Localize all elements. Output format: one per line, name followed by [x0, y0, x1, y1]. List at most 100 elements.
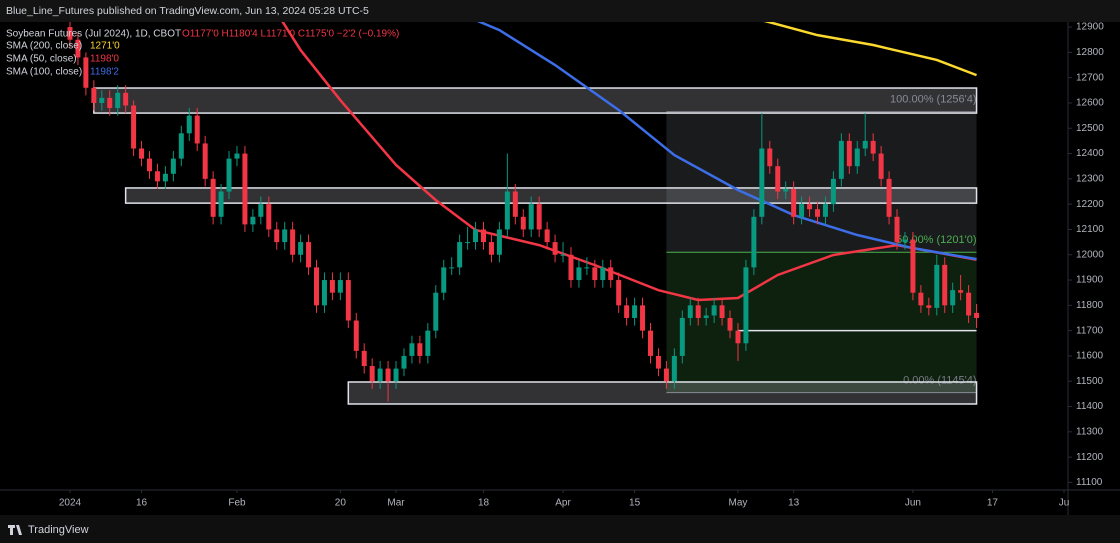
candle-body	[107, 97, 113, 109]
candle-body	[298, 242, 304, 255]
candle-body	[520, 216, 526, 230]
candle-body	[918, 292, 924, 306]
candle-body	[568, 254, 574, 281]
candle-body	[202, 143, 208, 179]
candle-body	[974, 312, 980, 318]
candle-body	[584, 267, 590, 269]
candle-body	[369, 366, 375, 382]
candle-body	[711, 305, 717, 316]
candle-body	[123, 92, 129, 106]
x-tick-label: 13	[788, 498, 800, 509]
y-tick-label: 12100	[1076, 224, 1104, 235]
symbol-title: Soybean Futures (Jul 2024), 1D, CBOT	[6, 29, 181, 40]
footer: TradingView	[28, 524, 89, 536]
x-tick-label: 16	[136, 498, 148, 509]
candle-body	[966, 292, 972, 316]
y-tick-label: 11400	[1076, 401, 1104, 412]
y-tick-label: 12600	[1076, 98, 1104, 109]
candle-body	[401, 355, 407, 369]
y-tick-label: 12800	[1076, 47, 1104, 58]
candle-body	[512, 191, 518, 217]
x-tick-label: 18	[478, 498, 490, 509]
candle-body	[250, 216, 256, 225]
candle-body	[306, 242, 312, 268]
candle-body	[870, 140, 876, 154]
x-tick-label: Mar	[387, 498, 405, 509]
candle-body	[329, 280, 335, 293]
y-tick-label: 11700	[1076, 325, 1104, 336]
y-tick-label: 11600	[1076, 351, 1104, 362]
fib-upper-zone	[666, 111, 977, 253]
candle-body	[266, 204, 272, 230]
candle-body	[99, 97, 105, 103]
footer-bar	[0, 515, 1120, 543]
legend-value: 1271'0	[90, 41, 120, 52]
candle-body	[576, 267, 582, 281]
y-tick-label: 12400	[1076, 148, 1104, 159]
candle-body	[608, 267, 614, 281]
candle-body	[433, 292, 439, 331]
legend-name: SMA (50, close)	[6, 54, 77, 65]
candle-body	[592, 267, 598, 281]
candle-body	[934, 264, 940, 308]
candle-body	[154, 171, 160, 182]
candle-body	[703, 315, 709, 318]
candle-body	[131, 105, 137, 149]
candle-body	[345, 280, 351, 321]
candle-body	[210, 178, 216, 217]
candle-body	[457, 242, 463, 268]
candle-body	[600, 267, 606, 281]
candle-body	[83, 57, 89, 88]
legend-name: SMA (100, close)	[6, 67, 82, 78]
candle-body	[807, 204, 813, 210]
y-tick-label: 12200	[1076, 199, 1104, 210]
candle-body	[632, 305, 638, 318]
candle-body	[274, 229, 280, 243]
candle-body	[544, 229, 550, 243]
sr-zone	[124, 187, 978, 204]
candle-body	[488, 242, 494, 255]
candle-body	[838, 140, 844, 179]
y-tick-label: 12700	[1076, 72, 1104, 83]
fib-lower-zone	[666, 252, 977, 393]
candle-body	[481, 229, 487, 243]
candle-body	[624, 305, 630, 318]
y-tick-label: 11800	[1076, 300, 1104, 311]
legend-value: 1198'0	[90, 54, 119, 65]
candle-body	[409, 343, 415, 356]
candle-body	[194, 115, 200, 144]
legend-value: 1198'2	[90, 67, 119, 78]
plot: 100.00% (1256'4) 50.00% (1201'0) 0.00% (11…	[67, 0, 980, 405]
candle-body	[958, 290, 964, 293]
candle-body	[775, 166, 781, 192]
x-tick-label: May	[729, 498, 748, 509]
x-tick-label: Jun	[905, 498, 921, 509]
header-bar	[0, 0, 1120, 22]
candle-body	[759, 148, 765, 217]
fib-label: 50.00% (1201'0)	[896, 234, 976, 246]
candle-body	[186, 115, 192, 134]
candle-body	[91, 87, 97, 103]
logo: TradingView	[8, 524, 89, 536]
candle-body	[75, 39, 81, 58]
candle-body	[679, 317, 685, 356]
candle-body	[695, 305, 701, 318]
candle-body	[791, 188, 797, 217]
candle-body	[648, 330, 654, 356]
candle-body	[886, 178, 892, 217]
y-tick-label: 11300	[1076, 426, 1104, 437]
candle-body	[425, 330, 431, 356]
candle-body	[799, 204, 805, 217]
sr-zone	[347, 381, 978, 405]
candle-body	[242, 153, 248, 225]
candle-body	[552, 242, 558, 255]
sr-zone	[93, 87, 978, 114]
ohlc-legend: O1177'0 H1180'4 L1171'0 C1175'0 −2'2 (−0…	[182, 29, 399, 40]
logo-icon	[8, 525, 22, 535]
candle-body	[663, 368, 669, 382]
candle-body	[441, 267, 447, 293]
y-tick-label: 11900	[1076, 275, 1104, 286]
x-tick-label: Ju	[1059, 498, 1070, 509]
